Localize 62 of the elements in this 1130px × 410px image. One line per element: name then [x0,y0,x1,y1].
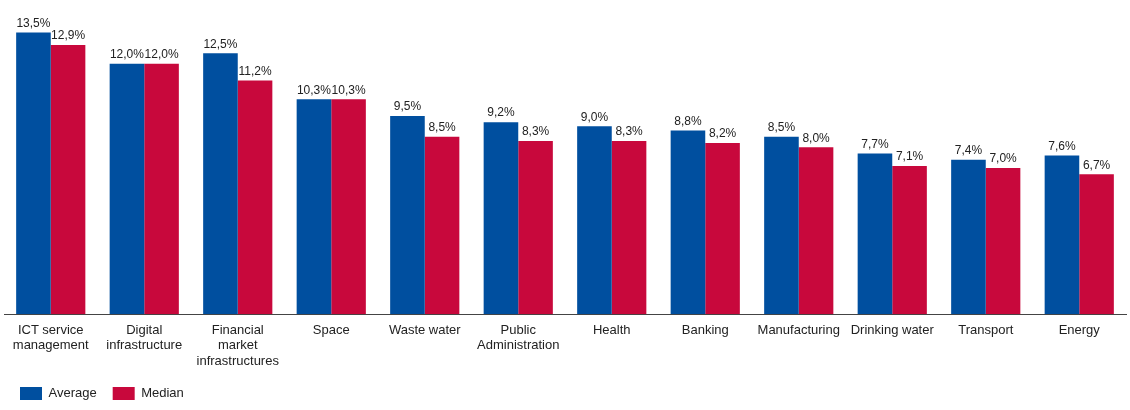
bar [705,143,740,315]
x-tick-label: Public Administration [477,321,560,353]
bar [670,130,706,315]
legend-label: Median [141,385,184,401]
bar [237,80,273,315]
bar [798,147,834,315]
data-label: 12,0% [144,47,179,62]
data-label: 7,7% [861,136,889,151]
bar [951,159,986,315]
data-label: 10,3% [331,82,366,97]
x-tick-label: Health [592,321,631,337]
x-tick-label: Manufacturing [757,321,840,337]
bar [203,53,238,315]
data-label: 8,5% [767,120,796,135]
bar [857,153,893,315]
data-label: 10,3% [296,82,332,97]
x-tick-label: Financial market infrastructures [196,321,280,368]
bar [985,168,1021,315]
bar [109,63,145,315]
x-tick-label: Waste water [388,321,462,337]
bar [50,44,86,315]
data-label: 8,5% [428,120,457,135]
bar [611,140,647,315]
data-label: 9,5% [393,99,422,114]
bar [892,166,927,315]
x-tick-label: Drinking water [850,321,935,337]
bar [518,140,553,315]
data-label: 9,0% [580,109,609,124]
x-tick-label: Space [312,321,350,337]
x-tick-label: ICT service management [12,321,90,353]
data-label: 8,2% [708,126,737,141]
bar [296,99,332,315]
x-tick-label: Banking [681,321,729,337]
legend-label: Average [48,385,97,401]
bar [424,136,460,315]
bar [577,126,612,315]
data-label: 12,5% [203,36,238,51]
data-label: 11,2% [238,63,272,78]
bar [483,122,519,315]
bar [390,115,425,315]
data-label: 8,3% [521,124,550,139]
bar [16,32,51,315]
data-label: 12,0% [109,47,145,62]
data-label: 6,7% [1082,157,1111,172]
data-label: 8,8% [674,113,702,128]
data-label: 9,2% [487,105,515,120]
x-tick-label: Energy [1058,321,1101,337]
bar [331,99,366,315]
data-label: 12,9% [51,28,86,43]
data-label: 13,5% [16,15,51,30]
data-label: 7,0% [989,151,1018,166]
x-tick-label: Transport [958,321,1014,337]
data-label: 8,0% [802,130,831,145]
data-label: 7,6% [1048,138,1076,153]
data-label: 7,4% [954,143,983,158]
bar [1079,174,1114,315]
data-label: 7,1% [895,149,924,164]
x-tick-label: Digital infrastructure [106,321,183,353]
data-label: 8,3% [615,124,644,139]
bar [764,136,799,315]
bar [1044,155,1080,315]
bar [144,63,179,315]
